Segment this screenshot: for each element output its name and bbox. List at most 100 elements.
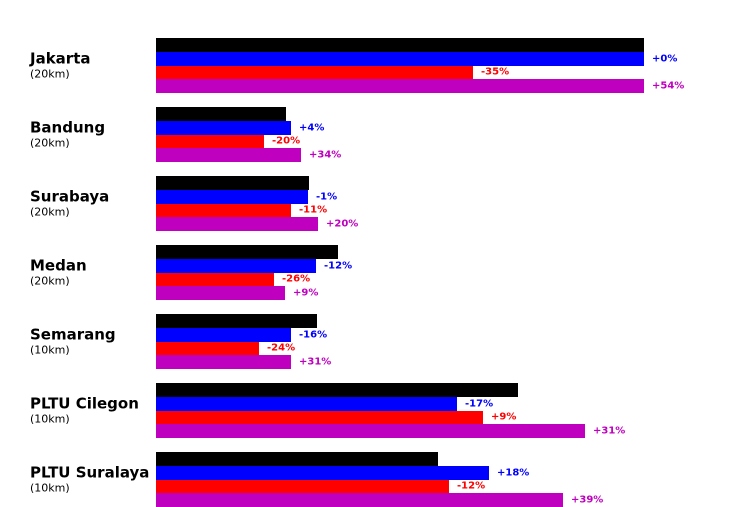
group-label: Bandung (20km) (30, 119, 105, 150)
bar-row: +31% (156, 355, 750, 369)
group-bars: +0% -35% +54% (156, 38, 750, 93)
bar-blue (156, 258, 316, 273)
bar-magenta (156, 424, 585, 438)
bar-value-label: +0% (652, 53, 678, 65)
group-name: Semarang (30, 325, 116, 343)
group-name: Bandung (30, 118, 106, 136)
bar-row: -12% (156, 258, 750, 273)
bar-row (156, 383, 750, 397)
bar-row: +54% (156, 79, 750, 93)
bar-row: -17% (156, 396, 750, 411)
chart-group: PLTU Suralaya (10km) +18% -12% +39% (0, 452, 750, 507)
group-name: PLTU Suralaya (30, 463, 150, 481)
bar-red (156, 203, 291, 218)
bar-value-label: -12% (324, 260, 353, 272)
chart-group: Surabaya (20km) -1% -11% +20% (0, 176, 750, 231)
bar-row: -11% (156, 203, 750, 218)
bar-row: -20% (156, 134, 750, 149)
bar-value-label: -16% (299, 329, 328, 341)
bar-black (156, 383, 518, 397)
bar-value-label: -17% (465, 398, 494, 410)
group-label: Medan (20km) (30, 257, 87, 288)
bar-magenta (156, 493, 563, 507)
bar-value-label: +31% (299, 356, 332, 368)
bar-row: +0% (156, 51, 750, 66)
bar-magenta (156, 217, 318, 231)
bar-row: -26% (156, 272, 750, 287)
group-distance: (20km) (30, 205, 70, 218)
bar-blue (156, 465, 489, 480)
bar-row: +18% (156, 465, 750, 480)
bar-row: -1% (156, 189, 750, 204)
bar-value-label: -11% (299, 204, 328, 216)
bar-red (156, 134, 264, 149)
bar-row: +39% (156, 493, 750, 507)
bar-black (156, 107, 286, 121)
group-distance: (20km) (30, 67, 70, 80)
bar-blue (156, 396, 457, 411)
group-distance: (10km) (30, 481, 70, 494)
bar-red (156, 341, 259, 356)
bar-row (156, 452, 750, 466)
bar-value-label: -20% (272, 135, 301, 147)
bar-row (156, 176, 750, 190)
group-label: Semarang (10km) (30, 326, 116, 357)
bar-value-label: +34% (309, 149, 342, 161)
group-bars: -1% -11% +20% (156, 176, 750, 231)
chart-group: Medan (20km) -12% -26% +9% (0, 245, 750, 300)
bar-value-label: +20% (326, 218, 359, 230)
bar-row: -24% (156, 341, 750, 356)
bar-row (156, 38, 750, 52)
group-bars: +4% -20% +34% (156, 107, 750, 162)
bar-value-label: +18% (497, 467, 530, 479)
bar-magenta (156, 286, 285, 300)
chart-group: Semarang (10km) -16% -24% +31% (0, 314, 750, 369)
group-label: Surabaya (20km) (30, 188, 109, 219)
bar-blue (156, 120, 291, 135)
bar-magenta (156, 355, 291, 369)
bar-blue (156, 189, 308, 204)
bar-row: +20% (156, 217, 750, 231)
bar-row: +34% (156, 148, 750, 162)
bar-value-label: -35% (481, 66, 510, 78)
bar-value-label: +4% (299, 122, 325, 134)
bar-magenta (156, 79, 644, 93)
bar-row: +4% (156, 120, 750, 135)
group-bars: +18% -12% +39% (156, 452, 750, 507)
bar-value-label: +9% (293, 287, 319, 299)
bar-value-label: -26% (282, 273, 311, 285)
bar-value-label: -1% (316, 191, 338, 203)
bar-row: +9% (156, 286, 750, 300)
bar-value-label: +54% (652, 80, 685, 92)
bar-black (156, 38, 644, 52)
group-bars: -17% +9% +31% (156, 383, 750, 438)
chart-group: PLTU Cilegon (10km) -17% +9% +31% (0, 383, 750, 438)
bar-row: +31% (156, 424, 750, 438)
group-bars: -16% -24% +31% (156, 314, 750, 369)
group-name: PLTU Cilegon (30, 394, 139, 412)
bar-row: -35% (156, 65, 750, 80)
chart-group: Bandung (20km) +4% -20% +34% (0, 107, 750, 162)
group-distance: (20km) (30, 274, 70, 287)
group-label: Jakarta (20km) (30, 50, 91, 81)
bar-black (156, 245, 338, 259)
chart-group: Jakarta (20km) +0% -35% +54% (0, 38, 750, 93)
bar-row: +9% (156, 410, 750, 425)
group-name: Surabaya (30, 187, 110, 205)
bar-row: -12% (156, 479, 750, 494)
bar-red (156, 272, 274, 287)
bar-black (156, 314, 317, 328)
bar-magenta (156, 148, 301, 162)
bar-blue (156, 51, 644, 66)
group-distance: (10km) (30, 412, 70, 425)
bar-blue (156, 327, 291, 342)
bar-row (156, 314, 750, 328)
bar-row: -16% (156, 327, 750, 342)
bar-red (156, 479, 449, 494)
group-distance: (10km) (30, 343, 70, 356)
group-label: PLTU Cilegon (10km) (30, 395, 139, 426)
bar-value-label: +39% (571, 494, 604, 506)
bar-value-label: -12% (457, 480, 486, 492)
group-distance: (20km) (30, 136, 70, 149)
